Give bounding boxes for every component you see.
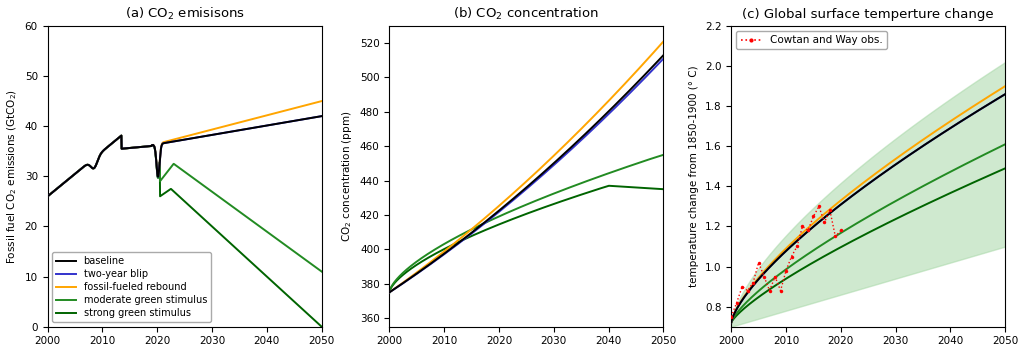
Title: (c) Global surface temperture change: (c) Global surface temperture change	[742, 7, 994, 20]
Y-axis label: CO$_2$ concentration (ppm): CO$_2$ concentration (ppm)	[340, 111, 354, 242]
Y-axis label: Fossil fuel CO$_2$ emissions (GtCO$_2$): Fossil fuel CO$_2$ emissions (GtCO$_2$)	[5, 89, 19, 264]
Y-axis label: temperature change from 1850-1900 (° C): temperature change from 1850-1900 (° C)	[689, 65, 699, 287]
Legend: Cowtan and Way obs.: Cowtan and Way obs.	[736, 31, 887, 49]
Legend: baseline, two-year blip, fossil-fueled rebound, moderate green stimulus, strong : baseline, two-year blip, fossil-fueled r…	[52, 252, 211, 322]
Title: (a) CO$_2$ emisisons: (a) CO$_2$ emisisons	[125, 6, 245, 22]
Title: (b) CO$_2$ concentration: (b) CO$_2$ concentration	[454, 6, 599, 22]
